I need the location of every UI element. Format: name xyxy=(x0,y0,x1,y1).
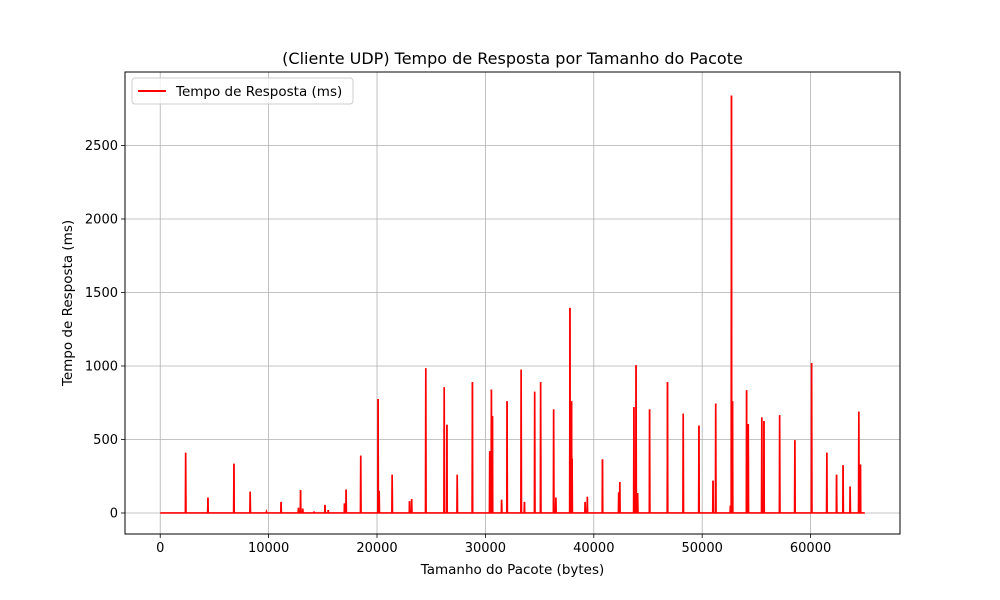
y-tick-label: 1500 xyxy=(85,286,118,301)
x-axis-label: Tamanho do Pacote (bytes) xyxy=(420,562,605,578)
y-tick-label: 2000 xyxy=(85,212,118,227)
x-tick-label: 40000 xyxy=(573,541,614,556)
y-tick-label: 2500 xyxy=(85,139,118,154)
legend: Tempo de Resposta (ms) xyxy=(131,77,354,105)
series-layer xyxy=(160,95,865,514)
chart-title: (Cliente UDP) Tempo de Resposta por Tama… xyxy=(282,49,743,68)
x-tick-label: 20000 xyxy=(356,541,397,556)
x-tick-label: 30000 xyxy=(465,541,506,556)
x-tick-label: 0 xyxy=(156,541,164,556)
plot-frame xyxy=(124,71,901,535)
legend-box xyxy=(131,77,354,105)
x-tick-label: 60000 xyxy=(790,541,831,556)
x-tick-label: 50000 xyxy=(682,541,723,556)
x-tick-label: 10000 xyxy=(248,541,289,556)
y-tick-label: 1000 xyxy=(85,359,118,374)
ticks: 0 10000 20000 30000 40000 50000 60000 0 500 1000 1… xyxy=(85,139,831,556)
y-tick-label: 0 xyxy=(110,506,118,521)
y-axis-label: Tempo de Resposta (ms) xyxy=(60,220,76,387)
legend-label: Tempo de Resposta (ms) xyxy=(175,84,342,100)
y-tick-label: 500 xyxy=(93,433,118,448)
